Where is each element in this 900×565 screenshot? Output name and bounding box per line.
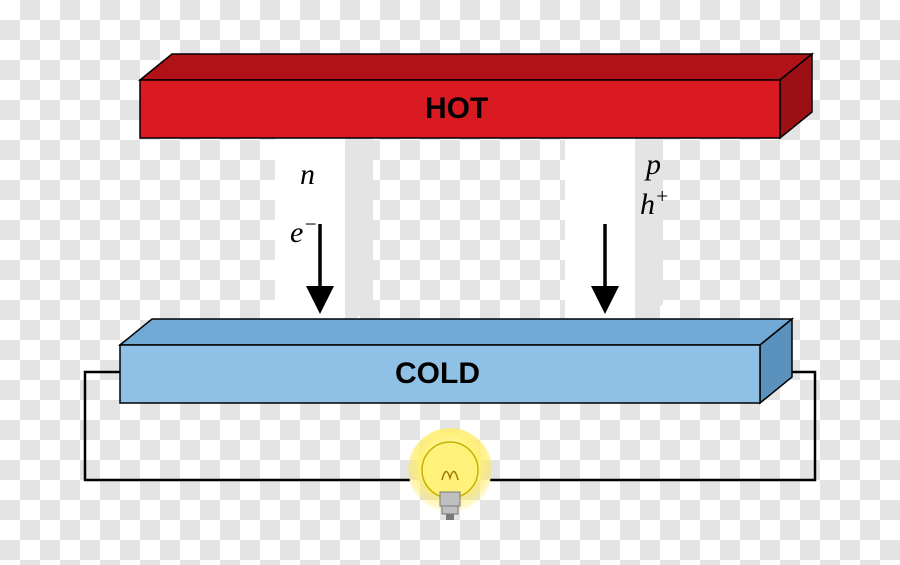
electron-label: e− — [290, 212, 318, 250]
p-type-label: p — [646, 148, 661, 182]
lightbulb-icon — [408, 428, 492, 520]
n-type-label: n — [300, 158, 315, 192]
cold-bar-label: COLD — [395, 357, 480, 391]
hole-label: h+ — [640, 184, 669, 222]
hot-bar-label: HOT — [425, 92, 488, 126]
diagram-svg — [0, 0, 900, 560]
